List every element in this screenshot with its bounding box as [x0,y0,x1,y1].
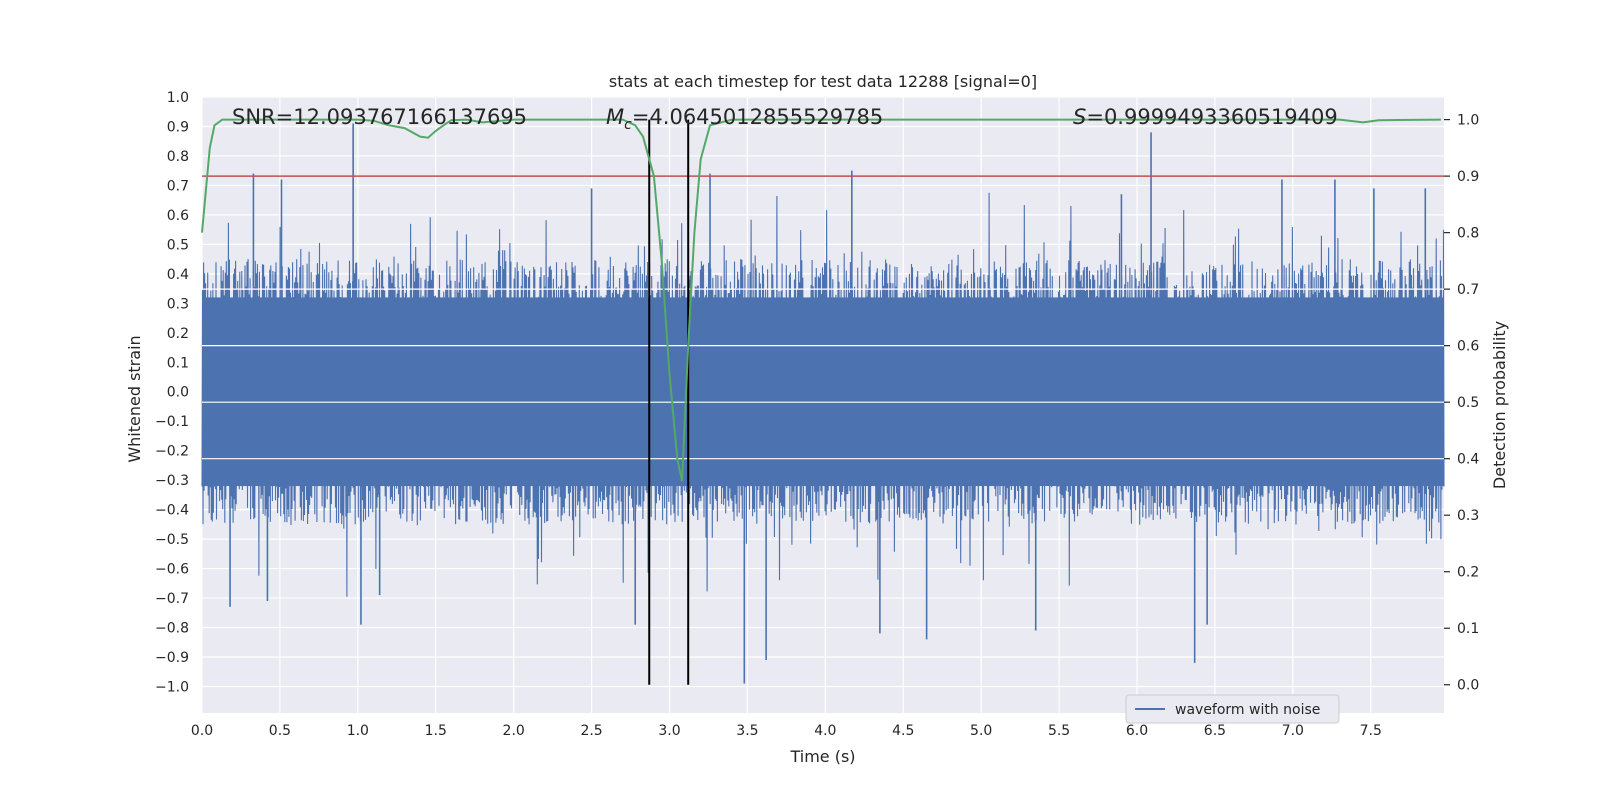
x-tick-label: 7.0 [1282,723,1304,739]
y-tick-label: 0.3 [167,296,189,312]
waveform-series [201,123,1445,684]
y-right-tick-label: 0.0 [1457,678,1479,694]
y-right-tick-label: 0.2 [1457,565,1479,581]
y-tick-label: −1.0 [155,679,189,695]
y-tick-label: 1.0 [167,90,189,106]
x-tick-label: 2.0 [503,723,525,739]
x-tick-label: 6.0 [1126,723,1148,739]
chirp-mass-value: =4.0645012855529785 [632,105,883,129]
y-right-tick-label: 0.6 [1457,339,1479,355]
y-tick-label: 0.5 [167,237,189,253]
y-right-tick-label: 0.9 [1457,169,1479,185]
y-tick-label: −0.7 [155,591,189,607]
chirp-mass-subscript: c [624,117,632,133]
x-tick-label: 1.5 [425,723,447,739]
y-tick-label: 0.9 [167,119,189,135]
score-annotation: S=0.9999493360519409 [1073,105,1338,129]
y-right-tick-label: 0.5 [1457,395,1479,411]
probability-line [201,118,1441,482]
y-right-tick-label: 0.4 [1457,452,1479,468]
y-tick-label: −0.1 [155,414,189,430]
y-right-tick-label: 0.8 [1457,226,1479,242]
y-tick-label: −0.6 [155,562,189,578]
legend-label-waveform: waveform with noise [1175,702,1320,718]
y-tick-label: −0.3 [155,473,189,489]
x-tick-label: 0.5 [269,723,291,739]
x-tick-label: 0.0 [191,723,213,739]
y-tick-label: −0.5 [155,532,189,548]
y-right-tick-label: 0.1 [1457,621,1479,637]
y-tick-label: −0.9 [155,650,189,666]
probability-series [201,118,1441,482]
x-tick-label: 7.5 [1360,723,1382,739]
x-tick-label: 4.5 [892,723,914,739]
y-tick-label: 0.6 [167,208,189,224]
right-axis: 1.0 0.9 0.8 0.7 0.6 0.5 0.4 0.3 0.2 0.1 0.0 [1444,113,1479,694]
y-right-tick-label: 1.0 [1457,113,1479,129]
waveform-core [202,297,1444,487]
chirp-mass-annotation: Mc=4.0645012855529785 [606,105,883,133]
y-tick-label: 0.0 [167,385,189,401]
x-tick-label: 1.0 [347,723,369,739]
snr-annotation: SNR=12.093767166137695 [232,105,527,129]
score-value: =0.9999493360519409 [1086,105,1337,129]
x-axis: 0.0 0.5 1.0 1.5 2.0 2.5 3.0 3.5 4.0 4.5 5.0 5.5 6.0 6… [191,723,1382,739]
chirp-mass-symbol: M [606,105,624,129]
x-tick-label: 5.0 [970,723,992,739]
vertical-markers [648,119,690,685]
y-tick-label: 0.2 [167,326,189,342]
legend: waveform with noise [1125,694,1340,724]
x-tick-label: 6.5 [1204,723,1226,739]
x-tick-label: 2.5 [580,723,602,739]
y-tick-label: −0.4 [155,503,189,519]
x-tick-label: 3.5 [736,723,758,739]
x-tick-label: 4.0 [814,723,836,739]
y-tick-label: 0.7 [167,178,189,194]
x-tick-label: 3.0 [658,723,680,739]
y-right-tick-label: 0.3 [1457,508,1479,524]
y-axis-label: Whitened strain [125,335,144,462]
y-tick-label: −0.8 [155,621,189,637]
y-tick-label: 0.4 [167,267,189,283]
y-tick-label: −0.2 [155,444,189,460]
chart-title: stats at each timestep for test data 122… [609,72,1037,91]
y-tick-label: 0.8 [167,149,189,165]
legend-box [1125,694,1340,724]
y-right-tick-label: 0.7 [1457,282,1479,298]
left-axis: 1.0 0.9 0.8 0.7 0.6 0.5 0.4 0.3 0.2 0.1 0.0 −0.1 −0.… [155,90,189,695]
x-axis-label: Time (s) [789,747,855,766]
score-symbol: S [1073,105,1086,129]
y-tick-label: 0.1 [167,355,189,371]
y-right-axis-label: Detection probability [1490,321,1509,489]
x-tick-label: 5.5 [1048,723,1070,739]
